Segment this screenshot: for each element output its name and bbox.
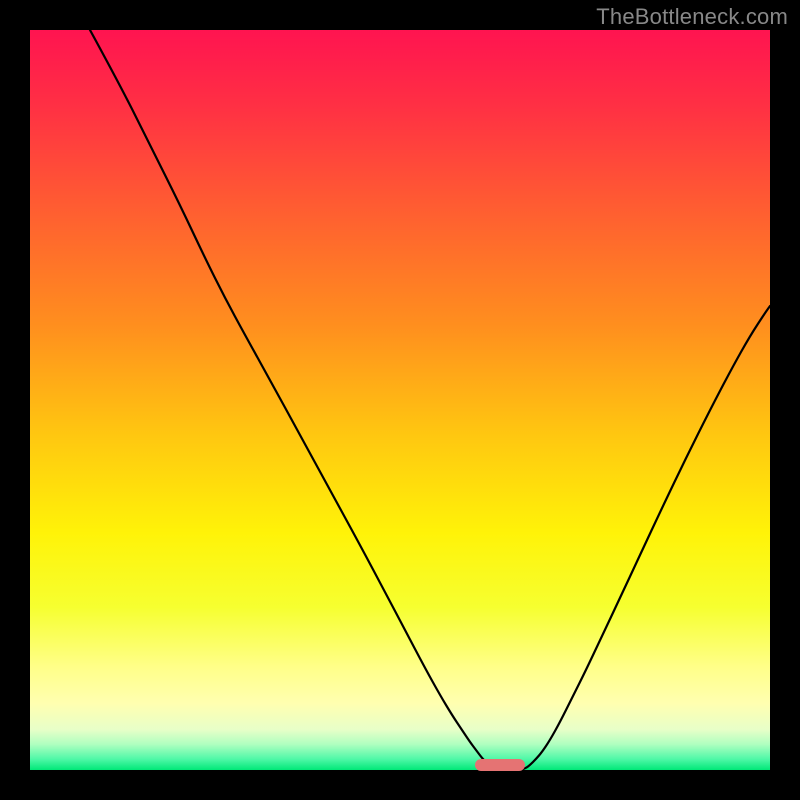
chart-frame: TheBottleneck.com [0,0,800,800]
watermark-text: TheBottleneck.com [596,4,788,30]
bottleneck-curve [30,30,770,770]
plot-area [30,30,770,770]
optimal-marker [475,759,525,771]
